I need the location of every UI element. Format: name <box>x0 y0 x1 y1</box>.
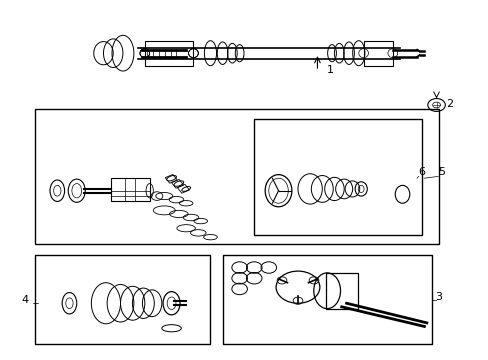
Bar <box>363 41 392 66</box>
Bar <box>144 41 193 66</box>
Bar <box>111 178 149 202</box>
Text: 2: 2 <box>446 99 452 109</box>
Text: 5: 5 <box>437 167 444 177</box>
Text: 1: 1 <box>326 65 333 75</box>
Text: 4: 4 <box>22 295 29 305</box>
Bar <box>325 273 357 309</box>
Bar <box>165 175 177 183</box>
Bar <box>254 119 421 235</box>
Bar <box>35 255 210 344</box>
Bar <box>171 179 183 188</box>
Bar <box>177 184 189 193</box>
Bar <box>222 255 431 344</box>
Text: 6: 6 <box>418 167 425 177</box>
Bar <box>35 109 438 244</box>
Text: 3: 3 <box>435 292 442 302</box>
